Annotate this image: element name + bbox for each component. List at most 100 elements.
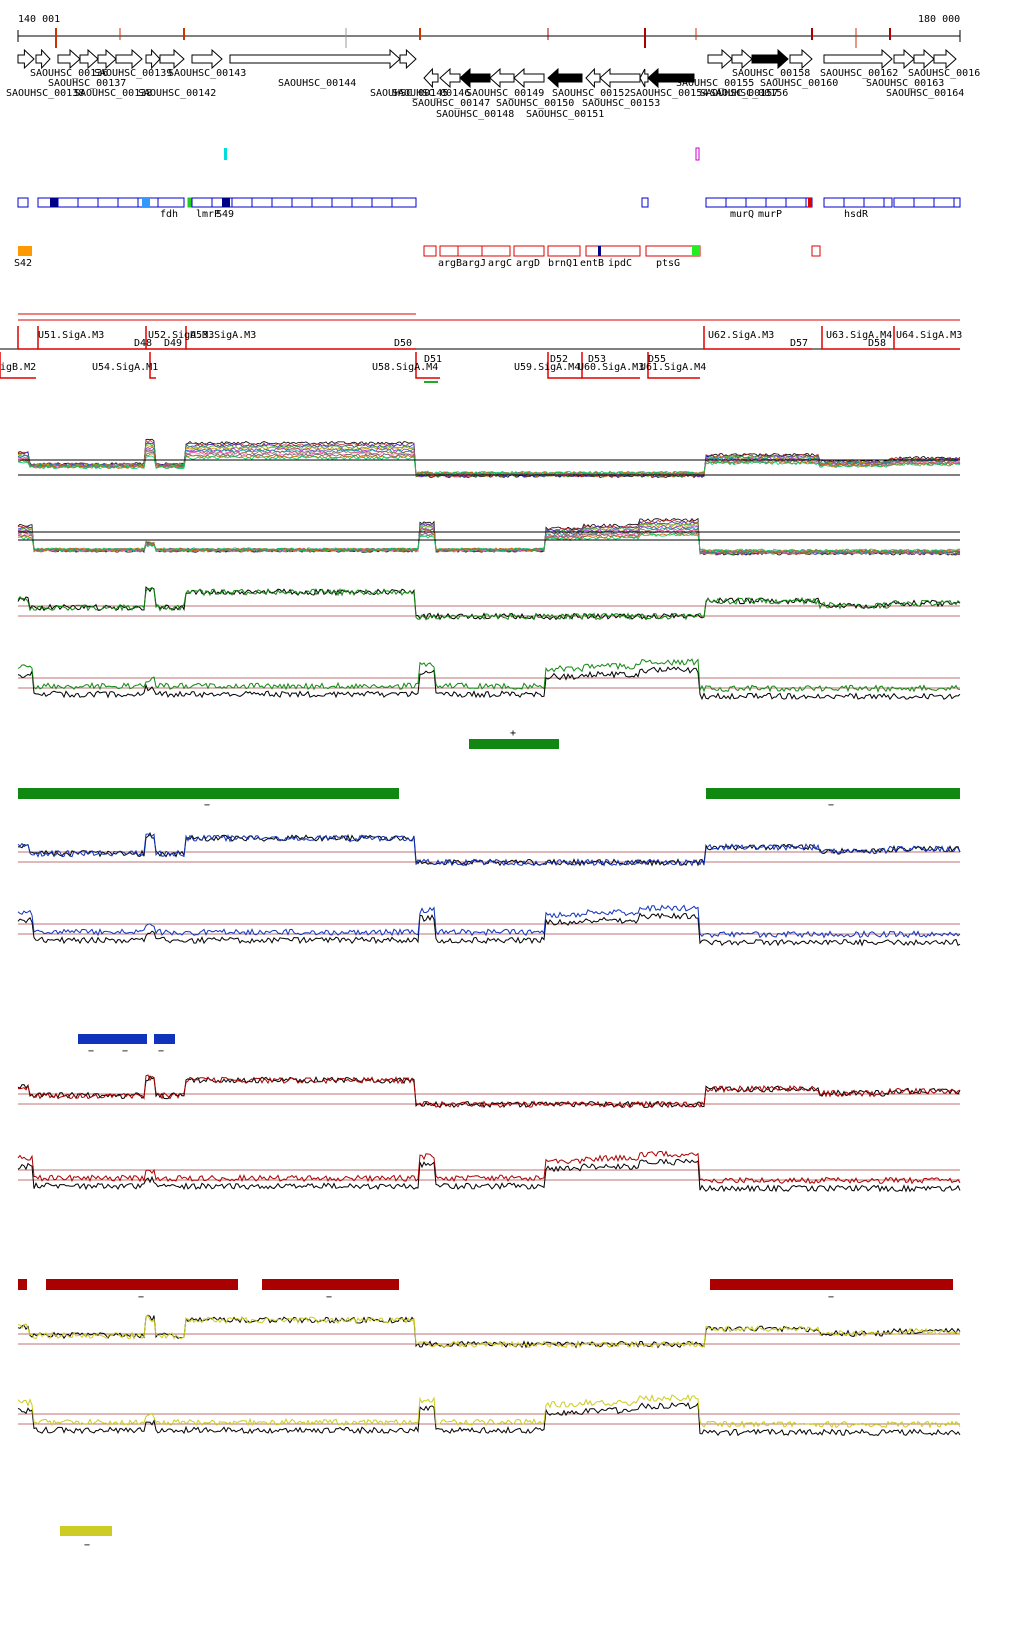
feature-label: S49 bbox=[216, 209, 234, 220]
tu-label-lower: U59.SigA.M4 bbox=[514, 362, 580, 373]
gene-arrow-g155 bbox=[707, 48, 733, 70]
gene-label: SAOUHSC_00144 bbox=[278, 78, 356, 89]
gene-label: SAOUHSC_00157 bbox=[700, 88, 778, 99]
tu-label-upper: U64.SigA.M3 bbox=[896, 330, 962, 341]
tu-label-lower: igB.M2 bbox=[0, 362, 36, 373]
tu-bracket-lower bbox=[149, 352, 156, 379]
gene-label: SAOUHSC_00136 bbox=[30, 68, 108, 79]
tu-d-label-upper: D48 bbox=[134, 338, 152, 349]
red-segment-bars: − − − bbox=[18, 1279, 953, 1303]
gene-arrow-g142 bbox=[191, 48, 223, 70]
green-minus-sign-left: − bbox=[204, 800, 210, 811]
gene-label: SAOUHSC_00138 bbox=[74, 88, 152, 99]
condition-signal bbox=[17, 1393, 961, 1429]
tu-bracket bbox=[17, 326, 38, 350]
condition-signal bbox=[17, 1314, 961, 1349]
condition-signal bbox=[17, 1074, 961, 1109]
gene-arrow-g156 bbox=[731, 48, 753, 70]
gene-label: SAOUHSC_00148 bbox=[436, 109, 514, 120]
gene-label: SAOUHSC_00152 bbox=[552, 88, 630, 99]
tu-bracket-lower bbox=[415, 352, 440, 379]
gene-arrow-g141 bbox=[159, 48, 185, 70]
gene-arrow-g164 bbox=[933, 48, 957, 70]
gene-arrow-g151 bbox=[585, 67, 601, 89]
tu-label-upper: U62.SigA.M3 bbox=[708, 330, 774, 341]
gene-arrow-g134 bbox=[17, 48, 35, 70]
genome-browser-view: 140 001 180 000 SAOUHSC_00136SAOUHSC_001… bbox=[0, 14, 980, 1551]
feature-box bbox=[705, 197, 813, 208]
feature-box bbox=[645, 245, 701, 257]
tu-bracket bbox=[185, 326, 416, 350]
tu-bracket-lower bbox=[547, 352, 582, 379]
tu-d-label-upper: D49 bbox=[164, 338, 182, 349]
tu-d-label-lower: D51 bbox=[424, 354, 442, 365]
tu-d-label-upper: D58 bbox=[868, 338, 886, 349]
tu-bracket-lower bbox=[0, 352, 36, 379]
blue-minus-1: − bbox=[88, 1046, 94, 1057]
gene-label: SAOUHSC_00142 bbox=[138, 88, 216, 99]
gene-label-row: SAOUHSC_00136SAOUHSC_00138SAOUHSC_00137S… bbox=[6, 68, 980, 120]
gene-label: SAOUHSC_00143 bbox=[168, 68, 246, 79]
feature-label: murQ bbox=[730, 209, 754, 220]
red-feature-track: S42 argB argJ argC argD brnQ1 entB ipdC ptsG bbox=[14, 245, 821, 269]
feature-box bbox=[439, 245, 459, 257]
tu-bracket bbox=[37, 326, 146, 350]
feature-fill bbox=[222, 198, 230, 207]
tu-d-label-lower: D52 bbox=[550, 354, 568, 365]
green-condition-tracks bbox=[17, 586, 961, 701]
condition-signal bbox=[17, 658, 961, 693]
feature-label: brnQ1 bbox=[548, 258, 578, 269]
gene-arrow-g139 bbox=[115, 48, 143, 70]
reference-signal bbox=[17, 1401, 961, 1437]
feature-fill bbox=[692, 246, 700, 256]
feature-label: S42 bbox=[14, 258, 32, 269]
feature-box-orange bbox=[18, 246, 32, 256]
gene-label: SAOUHSC_00156 bbox=[710, 88, 788, 99]
tu-label-lower: U54.SigA.M1 bbox=[92, 362, 158, 373]
gene-label: SAOUHSC_00160 bbox=[760, 78, 838, 89]
gene-label: SAOUHSC_00164 bbox=[886, 88, 964, 99]
green-segment-bars: + − − bbox=[18, 728, 960, 811]
feature-label: entB bbox=[580, 258, 604, 269]
cyan-marker bbox=[224, 148, 227, 160]
gene-label: SAOUHSC_00137 bbox=[48, 78, 126, 89]
gene-label: SAOUHSC_00166 bbox=[908, 68, 980, 79]
gene-arrow-g143 bbox=[229, 48, 401, 70]
feature-box bbox=[513, 245, 545, 257]
expression-multitrack-upper bbox=[17, 438, 961, 479]
coordinate-ruler: 140 001 180 000 bbox=[17, 14, 961, 48]
gene-annotation-track bbox=[17, 48, 957, 89]
tu-d-label-upper: D50 bbox=[394, 338, 412, 349]
tu-bracket bbox=[893, 326, 960, 350]
tu-label-upper: U52.SigA.M3 bbox=[148, 330, 214, 341]
feature-label: fdh bbox=[160, 209, 178, 220]
feature-fill bbox=[50, 198, 58, 207]
feature-label: argC bbox=[488, 258, 512, 269]
gene-arrow-g153 bbox=[639, 68, 649, 88]
red-minus-3: − bbox=[828, 1292, 834, 1303]
gene-arrow-g154 bbox=[647, 67, 695, 89]
reference-signal bbox=[17, 912, 961, 947]
tu-label-lower: U61.SigA.M4 bbox=[640, 362, 706, 373]
gene-arrow-g152 bbox=[599, 67, 641, 89]
gene-label: SAOUHSC_00138 bbox=[6, 88, 84, 99]
feature-box bbox=[157, 197, 185, 208]
gene-label: SAOUHSC_00162 bbox=[820, 68, 898, 79]
feature-box bbox=[547, 245, 581, 257]
tu-bracket-lower bbox=[647, 352, 700, 379]
tu-d-label-upper: D57 bbox=[790, 338, 808, 349]
feature-box bbox=[823, 197, 893, 208]
ruler-start-label: 140 001 bbox=[18, 14, 60, 25]
tu-label-upper: U53.SigA.M3 bbox=[190, 330, 256, 341]
gene-label: SAOUHSC_00153 bbox=[582, 98, 660, 109]
gene-arrow-g158 bbox=[789, 48, 813, 70]
gene-arrow-g137 bbox=[79, 48, 99, 70]
gene-label: SAOUHSC_00150 bbox=[496, 98, 574, 109]
feature-box bbox=[457, 245, 483, 257]
blue-segment-bars: − − − bbox=[78, 1034, 175, 1057]
gene-arrow-g160 bbox=[823, 48, 893, 70]
gene-label: SAOUHSC_00146 bbox=[392, 88, 470, 99]
gene-arrow-g147 bbox=[459, 67, 491, 89]
gene-arrow-g148 bbox=[489, 67, 515, 89]
